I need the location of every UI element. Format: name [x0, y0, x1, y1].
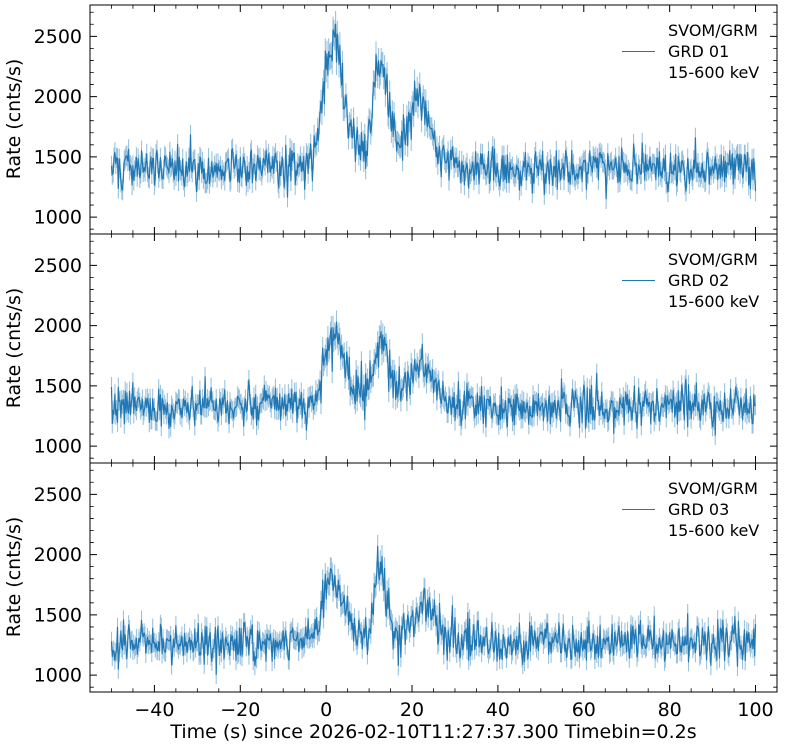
- legend-row: GRD 02: [616, 270, 778, 291]
- legend-row: SVOM/GRM: [616, 478, 778, 499]
- legend-row: GRD 01: [616, 41, 778, 62]
- x-tick-label: −20: [220, 699, 260, 721]
- x-tick-label: −40: [134, 699, 174, 721]
- y-tick-label: 2000: [34, 86, 82, 108]
- y-tick-label: 1500: [34, 375, 82, 397]
- lightcurve-grd-02: [110, 321, 756, 436]
- y-tick-label: 1500: [34, 146, 82, 168]
- legend-grd02: SVOM/GRM GRD 02 15-600 keV: [616, 249, 778, 312]
- panel-grd-02: [110, 310, 757, 445]
- y-tick-label: 2500: [34, 26, 82, 48]
- legend-row: 15-600 keV: [616, 520, 778, 541]
- legend-mission-label: SVOM/GRM: [668, 250, 758, 269]
- y-tick-label: 1500: [34, 604, 82, 626]
- legend-grd03: SVOM/GRM GRD 03 15-600 keV: [616, 478, 778, 541]
- legend-row: GRD 03: [616, 499, 778, 520]
- legend-energy-label: 15-600 keV: [668, 63, 760, 82]
- minor-ticks-grd-03: [90, 463, 777, 692]
- minor-ticks-grd-01: [90, 5, 777, 234]
- legend-energy-label: 15-600 keV: [668, 521, 760, 540]
- y-axis-label-panel2: Rate (cnts/s): [3, 287, 25, 409]
- major-ticks-grd-01: [90, 5, 777, 234]
- x-axis-label: Time (s) since 2026-02-10T11:27:37.300 T…: [170, 721, 697, 743]
- legend-grd01: SVOM/GRM GRD 01 15-600 keV: [616, 20, 778, 83]
- x-tick-label: 40: [486, 699, 510, 721]
- legend-energy-label: 15-600 keV: [668, 292, 760, 311]
- y-tick-label: 1000: [34, 665, 82, 687]
- legend-line-sample-icon: [616, 509, 668, 510]
- x-tick-label: 80: [658, 699, 682, 721]
- minor-ticks-grd-02: [90, 234, 777, 463]
- legend-row: SVOM/GRM: [616, 20, 778, 41]
- y-tick-label: 2000: [34, 315, 82, 337]
- lightcurve-grd-03: [110, 545, 757, 675]
- y-axis-label-panel3: Rate (cnts/s): [3, 516, 25, 638]
- y-tick-label: 2500: [34, 255, 82, 277]
- major-ticks-grd-02: [90, 234, 777, 463]
- panel-grd-01: [110, 10, 757, 209]
- y-axis-label-panel1: Rate (cnts/s): [3, 58, 25, 180]
- panel-grd-03: [110, 534, 757, 684]
- y-tick-label: 2500: [34, 484, 82, 506]
- major-ticks-grd-03: [90, 463, 777, 692]
- legend-row: 15-600 keV: [616, 291, 778, 312]
- legend-mission-label: SVOM/GRM: [668, 479, 758, 498]
- y-tick-label: 1000: [34, 207, 82, 229]
- legend-row: 15-600 keV: [616, 62, 778, 83]
- legend-detector-label: GRD 03: [668, 500, 730, 519]
- legend-mission-label: SVOM/GRM: [668, 21, 758, 40]
- legend-line-sample-icon: [616, 280, 668, 281]
- x-tick-label: 0: [320, 699, 332, 721]
- x-tick-label: 60: [572, 699, 596, 721]
- lightcurve-grd-01: [110, 23, 757, 200]
- legend-detector-label: GRD 01: [668, 42, 730, 61]
- y-tick-label: 2000: [34, 544, 82, 566]
- y-tick-label: 1000: [34, 436, 82, 458]
- x-tick-label: 100: [737, 699, 773, 721]
- legend-row: SVOM/GRM: [616, 249, 778, 270]
- legend-line-sample-icon: [616, 51, 668, 52]
- legend-detector-label: GRD 02: [668, 271, 730, 290]
- x-tick-label: 20: [400, 699, 424, 721]
